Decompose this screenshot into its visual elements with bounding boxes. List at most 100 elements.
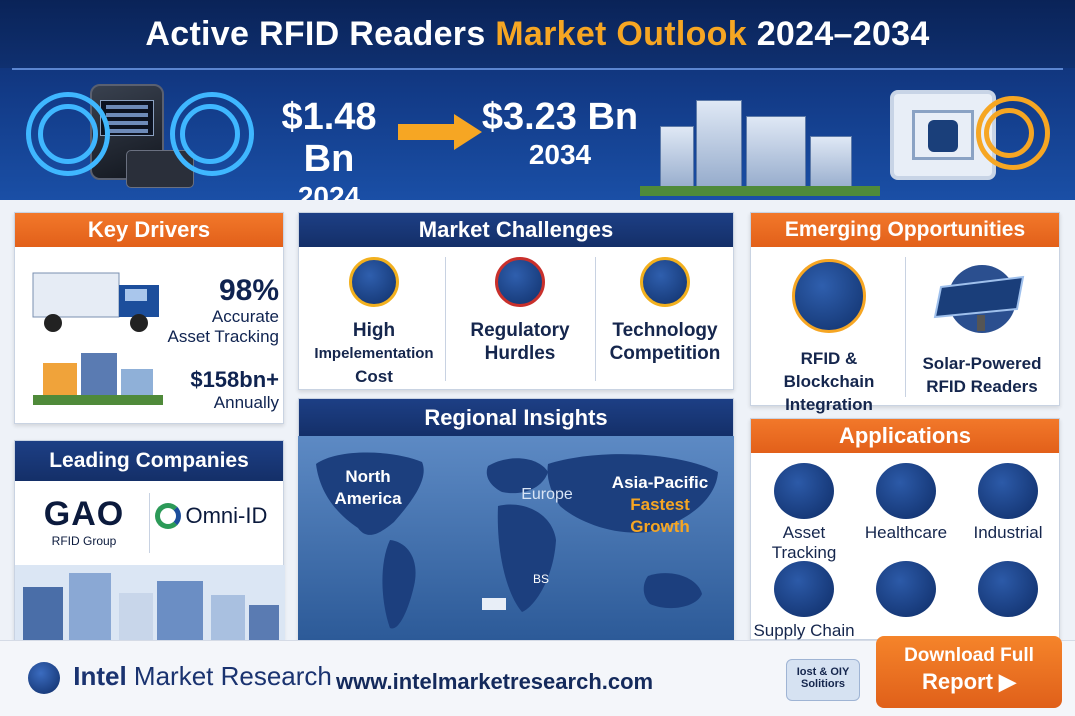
opportunity-1-line2: Integration [785, 395, 873, 414]
application-label-2: Healthcare [864, 523, 948, 542]
map-marker-label: BS [532, 572, 549, 586]
badge-line2: Solitiors [800, 678, 845, 690]
market-value-2034: $3.23 Bn 2034 [474, 96, 646, 172]
application-supply-chain: Supply Chain [753, 561, 855, 641]
region-north-america: North America [328, 466, 408, 510]
year-end: 2034 [528, 139, 592, 170]
rfid-reader-illustration [78, 84, 196, 192]
download-label-line1: Download Full [904, 645, 1034, 666]
north-america-line1: North [345, 467, 391, 486]
logistics-icon [876, 561, 936, 617]
challenge-1-line1: High [352, 320, 396, 341]
column-divider [595, 257, 596, 381]
leading-companies-title: Leading Companies [15, 441, 283, 481]
emerging-opportunities-panel: Emerging Opportunities RFID & Blockchain… [750, 212, 1060, 414]
application-label-1: Asset Tracking [771, 523, 837, 562]
applications-panel: Applications Asset Tracking Healthcare I… [750, 418, 1060, 640]
regional-insights-title: Regional Insights [299, 399, 733, 437]
title-divider [12, 68, 1063, 70]
solutions-badge: Iost & OIY Solitiors [786, 659, 860, 701]
challenge-2-line1: Regulatory [470, 320, 570, 341]
key-drivers-title: Key Drivers [15, 213, 283, 247]
challenge-technology: Technology Competition [597, 257, 733, 365]
title-bar: Active RFID Readers Market Outlook 2024–… [0, 0, 1075, 68]
challenge-3-line2: Competition [609, 343, 721, 364]
brand-name-rest: Market Research [126, 661, 332, 691]
city-skyline-illustration [15, 565, 285, 641]
challenge-regulatory: Regulatory Hurdles [449, 257, 591, 365]
opportunity-2-line2: RFID Readers [926, 377, 1038, 396]
application-label-3: Industrial [973, 523, 1043, 542]
opportunity-1-line1: RFID & Blockchain [783, 349, 875, 391]
package-icon [978, 561, 1038, 617]
emerging-opportunities-title: Emerging Opportunities [751, 213, 1059, 247]
omni-id-logo-icon [155, 503, 181, 529]
company-logo-gao: GAO RFID Group [21, 495, 147, 555]
cost-icon [349, 257, 399, 307]
gao-logo-subtext: RFID Group [51, 534, 117, 548]
opportunity-blockchain: RFID & Blockchain Integration [755, 259, 903, 416]
world-map-shapes [316, 452, 718, 629]
value-start: $1.48 Bn [281, 96, 377, 180]
apac-note-line2: Growth [630, 517, 690, 536]
opportunity-2-line1: Solar-Powered [922, 354, 1042, 373]
reader-screen [100, 100, 154, 136]
download-label-line2: Report ▶ [922, 669, 1016, 694]
north-america-line2: America [334, 489, 402, 508]
reader-keypad [126, 150, 194, 188]
healthcare-icon [876, 463, 936, 519]
title-main: Active RFID Readers [145, 15, 496, 53]
apac-label: Asia-Pacific [611, 473, 709, 492]
website-link[interactable]: www.intelmarketresearch.com [336, 669, 654, 694]
driver-stat-2: $158bn+ Annually [155, 367, 279, 413]
challenge-2-line2: Hurdles [484, 343, 556, 364]
stat1-label-1: Accurate [211, 307, 279, 326]
year-start: 2024 [297, 181, 361, 200]
column-divider [905, 257, 906, 397]
region-asia-pacific: Asia-Pacific Fastest Growth [590, 472, 730, 538]
stat2-label: Annually [213, 393, 279, 412]
challenge-3-line1: Technology [612, 320, 718, 341]
badge-line1: Iost & OIY [796, 666, 850, 678]
industrial-icon [978, 463, 1038, 519]
logo-divider [149, 493, 150, 553]
company-logo-omni-id: Omni-ID [155, 503, 281, 543]
supply-chain-icon [774, 561, 834, 617]
warehouse-icon [33, 353, 163, 405]
brand-name-bold: Intel [73, 661, 127, 691]
key-drivers-panel: Key Drivers 98% Accurate Asset Tracking … [14, 212, 284, 424]
download-report-button[interactable]: Download Full Report ▶ [876, 636, 1062, 708]
title-years: 2024–2034 [746, 15, 930, 53]
application-industrial: Industrial [957, 463, 1059, 543]
asset-tracking-icon [774, 463, 834, 519]
challenge-1-line2: Impelementation [314, 345, 434, 362]
solar-panel-icon [933, 265, 1025, 333]
market-value-2024: $1.48 Bn 2024 [254, 96, 404, 200]
hero-banner: Active RFID Readers Market Outlook 2024–… [0, 0, 1075, 200]
opportunity-solar: Solar-Powered RFID Readers [907, 259, 1057, 398]
truck-icon [32, 272, 159, 332]
brand-logo[interactable]: Intel Market Research [28, 661, 332, 695]
stat1-label-2: Asset Tracking [167, 327, 280, 346]
driver-stat-1: 98% Accurate Asset Tracking [155, 274, 280, 347]
application-asset-tracking: Asset Tracking [753, 463, 855, 563]
challenge-cost: High Impelementation Cost [305, 257, 443, 388]
challenge-1-line3: Cost [355, 367, 393, 386]
application-healthcare: Healthcare [855, 463, 957, 543]
applications-title: Applications [751, 419, 1059, 453]
briefcase-icon [495, 257, 545, 307]
growth-arrow-icon [398, 114, 482, 150]
value-end: $3.23 Bn [481, 96, 639, 138]
stat1-value: 98% [218, 274, 279, 307]
page-title: Active RFID Readers Market Outlook 2024–… [0, 0, 1075, 68]
market-challenges-title: Market Challenges [299, 213, 733, 247]
application-packaging [957, 561, 1059, 617]
gao-logo-text: GAO [43, 495, 125, 533]
technology-icon [640, 257, 690, 307]
market-challenges-panel: Market Challenges High Impelementation C… [298, 212, 734, 390]
city-skyline-illustration [640, 96, 880, 196]
region-europe: Europe [521, 486, 573, 503]
omni-id-logo-text: Omni-ID [185, 503, 268, 528]
stat2-value: $158bn+ [190, 367, 279, 392]
application-label-4: Supply Chain [753, 621, 855, 640]
